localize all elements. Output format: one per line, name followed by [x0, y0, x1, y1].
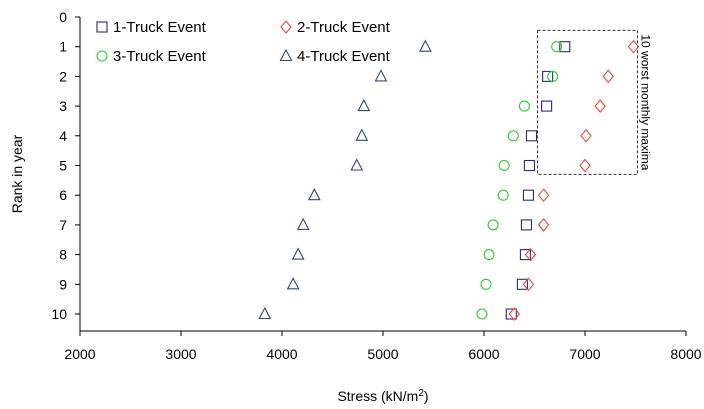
y-tick-label: 8 — [59, 247, 67, 263]
x-axis-title-suffix: ) — [424, 388, 429, 404]
series-layer — [258, 39, 640, 321]
legend-item: 1-Truck Event — [96, 19, 207, 36]
legend-marker — [96, 21, 108, 33]
data-point — [542, 70, 554, 82]
y-tick-label: 10 — [51, 306, 67, 322]
data-point — [498, 159, 510, 172]
x-axis-title-superscript: 2 — [418, 388, 424, 399]
data-point — [520, 219, 532, 231]
legend-marker — [96, 50, 108, 62]
annotation-text: 10 worst monthly maxima — [639, 34, 653, 170]
y-ticks: 0 1 2 3 4 5 6 7 8 9 10 — [51, 9, 80, 322]
y-tick-label: 2 — [59, 68, 67, 84]
data-point — [350, 158, 364, 171]
data-point — [296, 217, 310, 230]
x-tick-label: 8000 — [670, 346, 701, 362]
x-ticks: 2000 3000 4000 5000 6000 7000 8000 — [64, 331, 702, 362]
data-point — [483, 249, 495, 261]
legend-marker — [280, 20, 292, 34]
data-point — [374, 69, 388, 82]
y-tick-label: 3 — [59, 98, 67, 114]
data-point — [627, 39, 640, 54]
x-axis-title-main: Stress (kN/m — [337, 388, 418, 404]
legend-marker — [279, 48, 293, 62]
data-point — [537, 188, 550, 203]
data-point — [476, 308, 488, 320]
data-point — [594, 99, 606, 113]
y-tick-label: 4 — [59, 128, 67, 144]
series-1 — [505, 41, 571, 320]
data-point — [518, 100, 530, 112]
legend-item: 4-Truck Event — [279, 48, 391, 65]
data-point — [537, 218, 550, 232]
data-point — [559, 41, 571, 53]
x-tick-label: 4000 — [266, 346, 297, 362]
x-tick-label: 3000 — [165, 346, 196, 362]
data-point — [522, 277, 535, 292]
legend-item: 3-Truck Event — [96, 48, 207, 65]
data-point — [602, 69, 614, 84]
series-4 — [258, 39, 432, 320]
data-point — [519, 249, 531, 261]
data-point — [541, 100, 553, 112]
axes: 2000 3000 4000 5000 6000 7000 8000 0 1 2 3 4 5 6 7 8 9 1… — [51, 9, 701, 362]
legend-label: 3-Truck Event — [113, 48, 207, 65]
data-point — [286, 277, 300, 290]
y-axis-title: Rank in year — [9, 134, 25, 213]
data-point — [291, 247, 305, 260]
data-point — [487, 219, 499, 231]
legend-label: 1-Truck Event — [113, 19, 207, 36]
data-point — [547, 70, 559, 82]
data-point — [307, 188, 321, 201]
y-tick-label: 1 — [59, 39, 67, 55]
data-point — [258, 306, 272, 320]
y-tick-label: 0 — [59, 9, 67, 25]
series-2 — [508, 39, 640, 321]
data-point — [516, 278, 528, 290]
data-point — [505, 308, 517, 320]
x-tick-label: 5000 — [367, 346, 398, 362]
data-point — [357, 98, 371, 112]
x-tick-label: 2000 — [64, 346, 95, 362]
x-axis-title: Stress (kN/m2) — [337, 388, 428, 405]
data-point — [579, 158, 591, 173]
data-point — [523, 159, 536, 172]
data-point — [497, 189, 509, 201]
y-tick-label: 5 — [59, 158, 67, 174]
data-point — [507, 130, 519, 142]
series-3 — [476, 41, 563, 320]
legend-item: 2-Truck Event — [280, 19, 391, 36]
data-point — [508, 307, 521, 321]
legend-label: 4-Truck Event — [297, 48, 391, 65]
y-tick-label: 9 — [59, 276, 67, 292]
data-point — [522, 189, 534, 201]
legend-label: 2-Truck Event — [297, 19, 391, 36]
data-point — [580, 128, 592, 143]
y-tick-label: 7 — [59, 217, 67, 233]
data-point — [525, 130, 538, 142]
legend: 1-Truck Event 2-Truck Event 3-Truck Event 4… — [96, 19, 391, 65]
y-tick-label: 6 — [59, 187, 67, 203]
x-tick-label: 7000 — [569, 346, 600, 362]
data-point — [355, 128, 369, 141]
data-point — [480, 278, 492, 290]
annotation-box — [537, 29, 639, 175]
annotation: 10 worst monthly maxima — [537, 29, 653, 175]
data-point — [419, 39, 432, 52]
x-tick-label: 6000 — [468, 346, 499, 362]
data-point — [524, 247, 537, 262]
data-point — [551, 41, 563, 53]
